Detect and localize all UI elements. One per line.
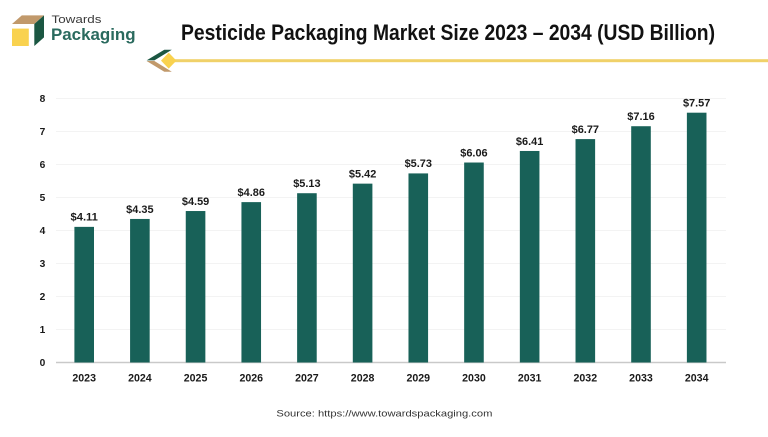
svg-text:2028: 2028 [351,372,375,384]
svg-text:1: 1 [40,325,46,336]
svg-text:$4.11: $4.11 [71,212,99,224]
svg-text:2031: 2031 [518,372,542,384]
svg-text:0: 0 [40,358,46,369]
svg-text:$7.57: $7.57 [683,97,711,109]
svg-text:$5.42: $5.42 [349,168,377,180]
svg-text:2033: 2033 [629,372,653,384]
svg-text:$6.41: $6.41 [516,136,544,148]
svg-text:3: 3 [40,259,46,270]
svg-text:2034: 2034 [685,372,709,384]
svg-text:6: 6 [40,160,46,171]
svg-text:2027: 2027 [295,372,319,384]
svg-text:$7.16: $7.16 [627,111,655,123]
svg-text:$4.59: $4.59 [182,196,210,208]
svg-text:$6.06: $6.06 [460,147,488,159]
svg-text:2032: 2032 [574,372,598,384]
svg-text:4: 4 [40,226,46,237]
svg-text:Packaging: Packaging [51,25,136,44]
svg-text:$4.86: $4.86 [238,187,266,199]
svg-text:Pesticide Packaging Market Siz: Pesticide Packaging Market Size 2023 – 2… [181,20,715,45]
svg-text:8: 8 [40,94,46,105]
svg-text:Towards: Towards [52,14,103,26]
svg-text:2029: 2029 [406,372,430,384]
svg-text:2: 2 [40,292,46,303]
svg-text:2024: 2024 [128,372,152,384]
svg-text:7: 7 [40,127,46,138]
svg-text:Source: https://www.towardspac: Source: https://www.towardspackaging.com [276,408,492,419]
svg-text:2025: 2025 [184,372,208,384]
svg-text:5: 5 [40,193,46,204]
svg-text:$4.35: $4.35 [126,204,154,216]
svg-text:$5.13: $5.13 [293,178,321,190]
svg-text:2030: 2030 [462,372,486,384]
svg-text:$5.73: $5.73 [405,158,433,170]
svg-text:2026: 2026 [239,372,263,384]
svg-text:2023: 2023 [72,372,96,384]
svg-text:$6.77: $6.77 [572,124,600,136]
